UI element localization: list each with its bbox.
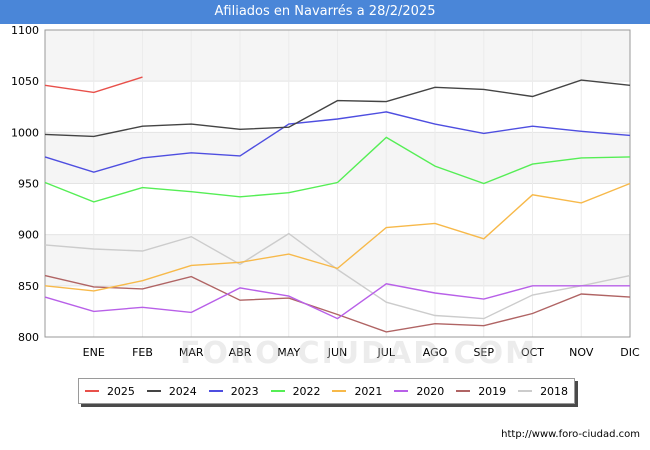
legend-label: 2025 <box>106 384 135 398</box>
legend-swatch <box>270 390 285 392</box>
legend-swatch <box>84 390 99 392</box>
y-tick-label: 1000 <box>11 126 39 139</box>
legend-label: 2024 <box>168 384 197 398</box>
series-line-2018 <box>44 232 631 320</box>
legend-label: 2022 <box>292 384 321 398</box>
legend-swatch <box>394 390 409 392</box>
legend-label: 2020 <box>416 384 445 398</box>
series-line-2024 <box>44 79 631 138</box>
y-axis-ticks: 800 850 900 950 1000 1050 1100 <box>11 24 39 344</box>
legend-item-2022: 2022 <box>270 384 321 398</box>
y-tick-label: 800 <box>18 331 39 344</box>
legend-swatch <box>146 390 161 392</box>
legend-label: 2021 <box>354 384 383 398</box>
y-tick-label: 900 <box>18 229 39 242</box>
source-url: http://www.foro-ciudad.com <box>501 429 640 440</box>
series-line-2023 <box>44 111 631 173</box>
legend-swatch <box>456 390 471 392</box>
legend-item-2023: 2023 <box>208 384 259 398</box>
chart-title: Afiliados en Navarrés a 28/2/2025 <box>0 0 650 24</box>
legend-item-2019: 2019 <box>456 385 506 398</box>
series-line-2021 <box>44 182 631 292</box>
series-lines <box>44 76 631 333</box>
series-line-2020 <box>44 283 630 320</box>
legend-item-2021: 2021 <box>332 385 382 398</box>
x-tick-label: NOV <box>569 346 594 359</box>
legend-item-2024: 2024 <box>146 384 197 398</box>
line-chart: 800 850 900 950 1000 1050 1100 ENE FEB MAR ABR MAY… <box>11 24 640 359</box>
x-tick-label: ABR <box>229 346 252 359</box>
legend-item-2020: 2020 <box>394 385 444 398</box>
legend: 2025 2024 2023 2022 2021 2020 2019 2018 <box>78 378 575 404</box>
series-line-2019 <box>44 274 631 333</box>
series-line-2022 <box>44 136 631 203</box>
legend-item-2025: 2025 <box>84 384 135 398</box>
legend-swatch <box>518 390 533 392</box>
y-tick-label: 950 <box>18 178 39 191</box>
y-tick-label: 1100 <box>11 24 39 37</box>
x-tick-label: MAR <box>179 346 204 359</box>
x-tick-label: DIC <box>620 346 640 359</box>
legend-label: 2018 <box>540 384 569 398</box>
x-tick-label: MAY <box>277 346 300 359</box>
legend-swatch <box>332 390 347 392</box>
x-tick-label: ENE <box>83 346 105 359</box>
y-tick-label: 1050 <box>11 75 39 88</box>
x-tick-label: JUN <box>327 346 348 359</box>
x-tick-label: FEB <box>132 346 153 359</box>
legend-swatch <box>208 390 223 392</box>
y-tick-label: 850 <box>18 280 39 293</box>
watermark: FORO-CIUDAD.COM <box>180 336 537 371</box>
series-line-2025 <box>44 76 143 94</box>
legend-item-2018: 2018 <box>518 385 568 398</box>
x-tick-label: OCT <box>521 346 544 359</box>
x-tick-label: SEP <box>473 346 494 359</box>
legend-label: 2019 <box>478 384 507 398</box>
x-tick-label: JUL <box>377 346 396 359</box>
legend-label: 2023 <box>230 384 259 398</box>
x-axis-ticks: ENE FEB MAR ABR MAY JUN JUL AGO SEP OCT NOV DIC <box>83 346 640 359</box>
x-tick-label: AGO <box>423 346 448 359</box>
